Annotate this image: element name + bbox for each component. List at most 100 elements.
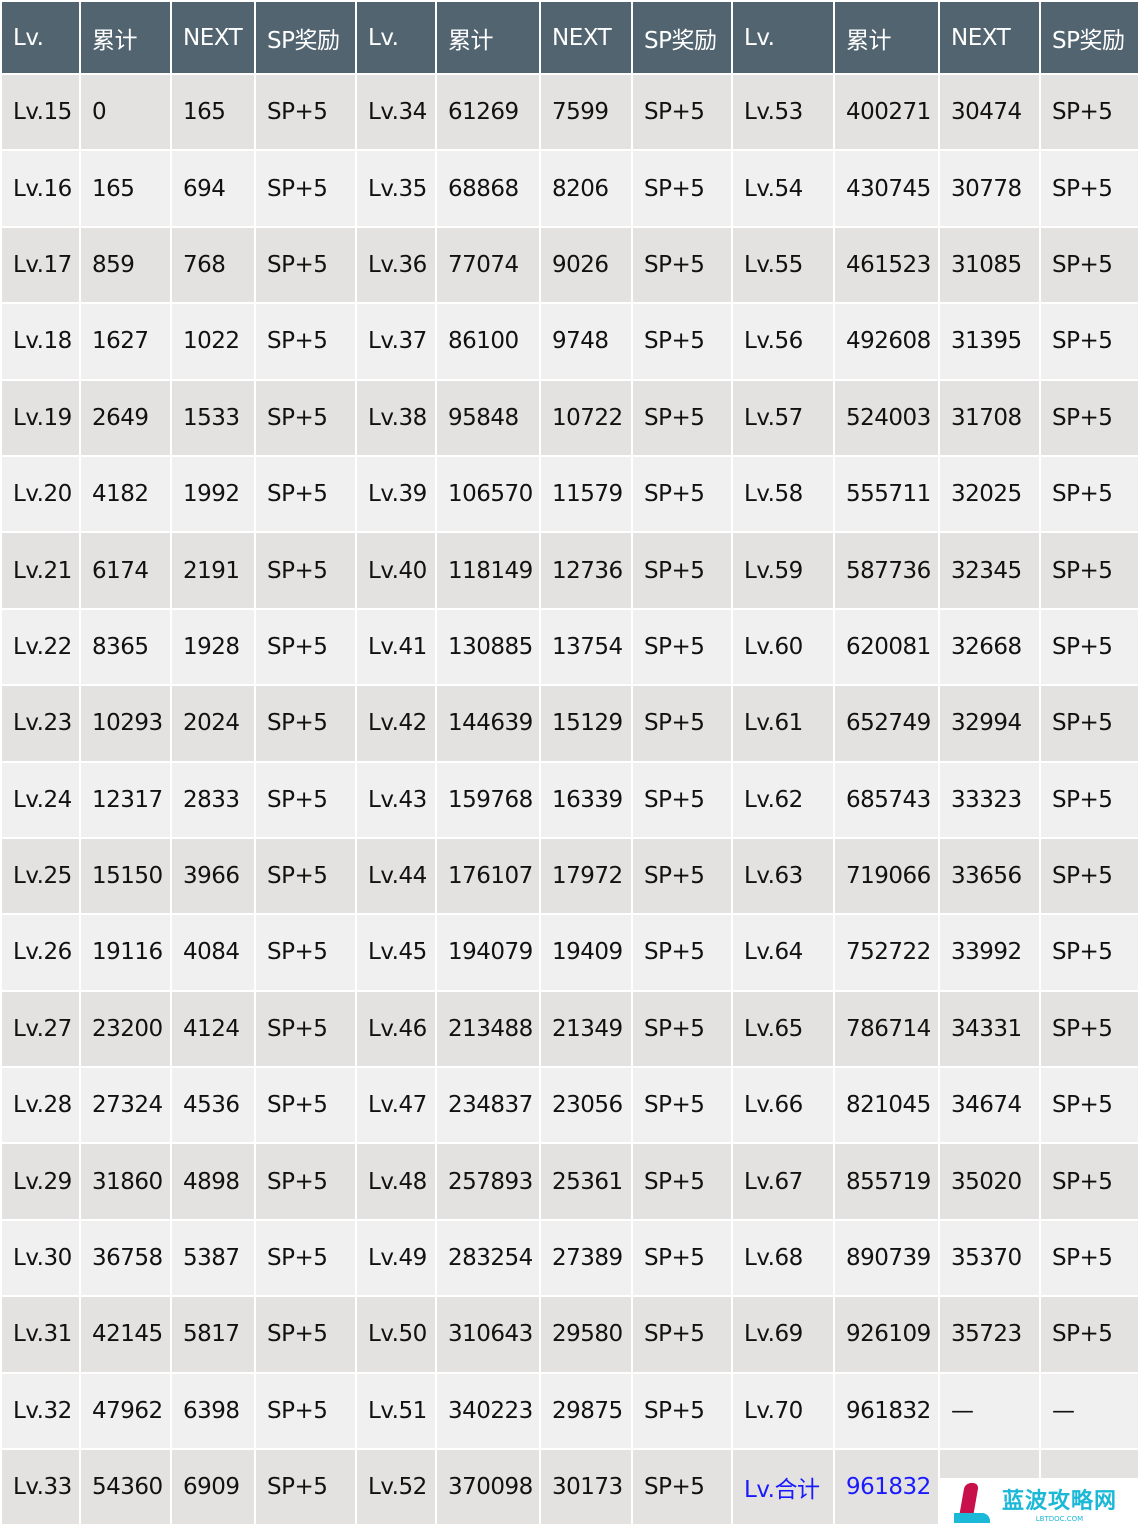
table-cell: SP+5	[631, 531, 733, 610]
table-cell: 54360	[79, 1448, 172, 1527]
table-cell: Lv.27	[0, 989, 81, 1069]
table-cell: SP+5	[1039, 149, 1138, 228]
table-cell: 35020	[938, 1142, 1041, 1221]
table-cell: 32994	[938, 684, 1041, 763]
table-cell: 35723	[938, 1295, 1041, 1374]
table-cell: SP+5	[1039, 302, 1138, 381]
table-cell: SP+5	[254, 607, 357, 687]
table-cell: SP+5	[1039, 531, 1138, 610]
table-cell: 752722	[833, 913, 940, 992]
table-cell: 36758	[79, 1218, 172, 1298]
table-row: Lv.23 10293 2024 SP+5 Lv.42 144639 15129 SP+5 Lv…	[0, 684, 1138, 763]
table-cell: Lv.19	[0, 378, 81, 457]
table-cell: Lv.51	[355, 1371, 437, 1451]
table-row: Lv.29 31860 4898 SP+5 Lv.48 257893 25361 SP+5 Lv…	[0, 1142, 1138, 1221]
table-cell: Lv.32	[0, 1371, 81, 1451]
table-row: Lv.25 15150 3966 SP+5 Lv.44 176107 17972 SP+5 Lv…	[0, 836, 1138, 916]
table-cell: SP+5	[1039, 913, 1138, 992]
table-row: Lv.30 36758 5387 SP+5 Lv.49 283254 27389 SP+5 Lv…	[0, 1218, 1138, 1298]
table-cell: SP+5	[631, 72, 733, 152]
column-header: Lv.	[731, 0, 835, 75]
table-cell: SP+5	[1039, 1142, 1138, 1221]
table-cell: 234837	[435, 1066, 541, 1145]
table-cell: 9026	[539, 225, 633, 305]
table-cell: 31860	[79, 1142, 172, 1221]
table-cell: 4124	[170, 989, 256, 1069]
table-row: Lv.22 8365 1928 SP+5 Lv.41 130885 13754 SP+5 Lv.…	[0, 607, 1138, 687]
table-cell: 23056	[539, 1066, 633, 1145]
table-cell: 68868	[435, 149, 541, 228]
table-cell: Lv.22	[0, 607, 81, 687]
table-cell: 492608	[833, 302, 940, 381]
table-cell: 165	[79, 149, 172, 228]
table-cell: 159768	[435, 760, 541, 839]
table-cell: SP+5	[254, 1218, 357, 1298]
table-cell: 5387	[170, 1218, 256, 1298]
table-cell: 961832	[833, 1448, 940, 1527]
table-cell: Lv.17	[0, 225, 81, 305]
table-cell: 11579	[539, 454, 633, 534]
table-cell: 6909	[170, 1448, 256, 1527]
table-cell: Lv.42	[355, 684, 437, 763]
table-cell: 821045	[833, 1066, 940, 1145]
table-cell: Lv.70	[731, 1371, 835, 1451]
table-cell: 620081	[833, 607, 940, 687]
table-cell: Lv.67	[731, 1142, 835, 1221]
table-cell: SP+5	[631, 607, 733, 687]
table-cell: 29580	[539, 1295, 633, 1374]
column-header: NEXT	[170, 0, 256, 75]
table-row: Lv.21 6174 2191 SP+5 Lv.40 118149 12736 SP+5 Lv.…	[0, 531, 1138, 610]
table-cell: 430745	[833, 149, 940, 228]
table-row: Lv.19 2649 1533 SP+5 Lv.38 95848 10722 SP+5 Lv.5…	[0, 378, 1138, 457]
table-cell: SP+5	[631, 1371, 733, 1451]
table-cell: Lv.64	[731, 913, 835, 992]
table-cell: SP+5	[631, 989, 733, 1069]
table-cell: 4536	[170, 1066, 256, 1145]
table-cell: Lv.18	[0, 302, 81, 381]
table-row: Lv.16 165 694 SP+5 Lv.35 68868 8206 SP+5 Lv.54 43…	[0, 149, 1138, 228]
table-cell: SP+5	[1039, 989, 1138, 1069]
table-cell: 29875	[539, 1371, 633, 1451]
watermark-domain: LBTDOC.COM	[1035, 1514, 1084, 1523]
table-cell: 30778	[938, 149, 1041, 228]
table-cell: 21349	[539, 989, 633, 1069]
table-cell: Lv.30	[0, 1218, 81, 1298]
table-cell: 400271	[833, 72, 940, 152]
table-cell: 1992	[170, 454, 256, 534]
table-cell: 42145	[79, 1295, 172, 1374]
table-row: Lv.17 859 768 SP+5 Lv.36 77074 9026 SP+5 Lv.55 46…	[0, 225, 1138, 305]
table-cell: 31085	[938, 225, 1041, 305]
table-cell: 2833	[170, 760, 256, 839]
table-cell: SP+5	[1039, 225, 1138, 305]
table-cell: 10293	[79, 684, 172, 763]
table-cell: 4898	[170, 1142, 256, 1221]
table-cell: 855719	[833, 1142, 940, 1221]
table-cell: 25361	[539, 1142, 633, 1221]
table-cell: SP+5	[631, 1448, 733, 1527]
column-header: NEXT	[938, 0, 1041, 75]
table-cell: SP+5	[631, 149, 733, 228]
table-cell: 694	[170, 149, 256, 228]
table-cell: SP+5	[631, 1218, 733, 1298]
table-cell: 370098	[435, 1448, 541, 1527]
table-cell: SP+5	[254, 378, 357, 457]
table-cell: 19409	[539, 913, 633, 992]
table-cell: 23200	[79, 989, 172, 1069]
table-cell: Lv.58	[731, 454, 835, 534]
table-cell: SP+5	[254, 454, 357, 534]
table-cell: SP+5	[631, 684, 733, 763]
table-cell: 15129	[539, 684, 633, 763]
table-cell: SP+5	[631, 302, 733, 381]
table-cell: Lv.20	[0, 454, 81, 534]
table-row: Lv.28 27324 4536 SP+5 Lv.47 234837 23056 SP+5 Lv…	[0, 1066, 1138, 1145]
table-cell: 1627	[79, 302, 172, 381]
column-header: Lv.	[0, 0, 81, 75]
table-cell: SP+5	[631, 913, 733, 992]
table-cell: SP+5	[631, 1066, 733, 1145]
table-row: Lv.15 0 165 SP+5 Lv.34 61269 7599 SP+5 Lv.53 4002…	[0, 72, 1138, 152]
column-header: NEXT	[539, 0, 633, 75]
table-cell: 3966	[170, 836, 256, 916]
table-cell: 17972	[539, 836, 633, 916]
table-cell: Lv.43	[355, 760, 437, 839]
